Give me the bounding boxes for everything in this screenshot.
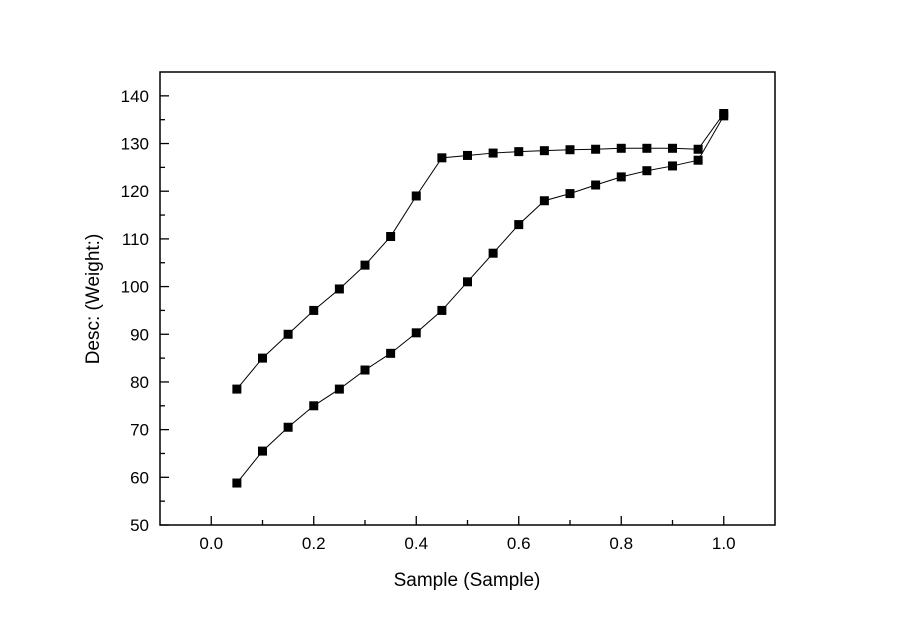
data-point-marker (463, 277, 472, 287)
data-point-marker (539, 196, 549, 206)
x-tick-label: 0.6 (507, 534, 531, 553)
data-point-marker (360, 365, 370, 375)
data-point-marker (386, 348, 396, 358)
data-point-marker (616, 143, 626, 153)
data-point-marker (411, 191, 421, 201)
x-tick-label: 0.8 (609, 534, 633, 553)
data-point-marker (411, 328, 421, 338)
y-tick-label: 70 (130, 421, 149, 440)
y-tick-label: 50 (130, 516, 149, 535)
data-point-marker (616, 172, 626, 182)
data-point-marker (258, 446, 267, 456)
data-point-marker (591, 180, 601, 190)
y-tick-label: 60 (130, 468, 149, 487)
x-tick-label: 0.0 (199, 534, 223, 553)
data-point-marker (668, 143, 677, 153)
data-point-marker (360, 260, 370, 270)
series-lower-branch (232, 111, 729, 488)
data-point-marker (283, 329, 293, 339)
data-point-marker (334, 284, 344, 294)
data-point-marker (591, 144, 601, 154)
data-point-marker (565, 145, 575, 155)
data-point-marker (437, 305, 447, 315)
x-tick-label: 0.4 (404, 534, 428, 553)
data-point-marker (386, 232, 396, 242)
x-tick-label: 1.0 (712, 534, 736, 553)
data-point-marker (283, 422, 293, 432)
data-point-marker (488, 148, 498, 158)
data-point-marker (334, 384, 344, 394)
data-series (232, 108, 729, 488)
data-point-marker (565, 189, 575, 199)
y-tick-label: 120 (121, 182, 149, 201)
data-point-marker (719, 111, 729, 121)
y-tick-label: 80 (130, 373, 149, 392)
data-point-marker (642, 166, 652, 176)
data-point-marker (309, 305, 319, 315)
axis-ticks (160, 95, 725, 526)
data-point-marker (539, 146, 549, 156)
y-tick-label: 130 (121, 135, 149, 154)
data-point-marker (514, 220, 524, 230)
y-tick-label: 90 (130, 325, 149, 344)
x-axis-label: Sample (Sample) (394, 570, 541, 591)
data-point-marker (642, 143, 652, 153)
data-point-marker (514, 147, 524, 157)
data-point-marker (488, 248, 498, 258)
y-axis-label: Desc: (Weight:) (83, 234, 104, 365)
data-point-marker (232, 384, 242, 394)
data-point-marker (693, 155, 703, 165)
plot-frame (159, 71, 776, 526)
data-point-marker (693, 144, 703, 154)
x-tick-label: 0.2 (302, 534, 326, 553)
y-tick-label: 140 (121, 87, 149, 106)
y-tick-label: 110 (122, 230, 149, 249)
series-upper-branch (232, 108, 729, 394)
data-point-marker (232, 478, 242, 488)
data-point-marker (309, 401, 319, 411)
tick-labels: 0.0 0.2 0.4 0.6 0.8 1.0 50 60 70 80 90 100 110 120 130… (121, 87, 736, 553)
y-tick-label: 100 (121, 278, 149, 297)
data-point-marker (668, 161, 677, 171)
data-point-marker (258, 353, 267, 363)
data-point-marker (437, 153, 447, 163)
data-point-marker (463, 150, 472, 160)
